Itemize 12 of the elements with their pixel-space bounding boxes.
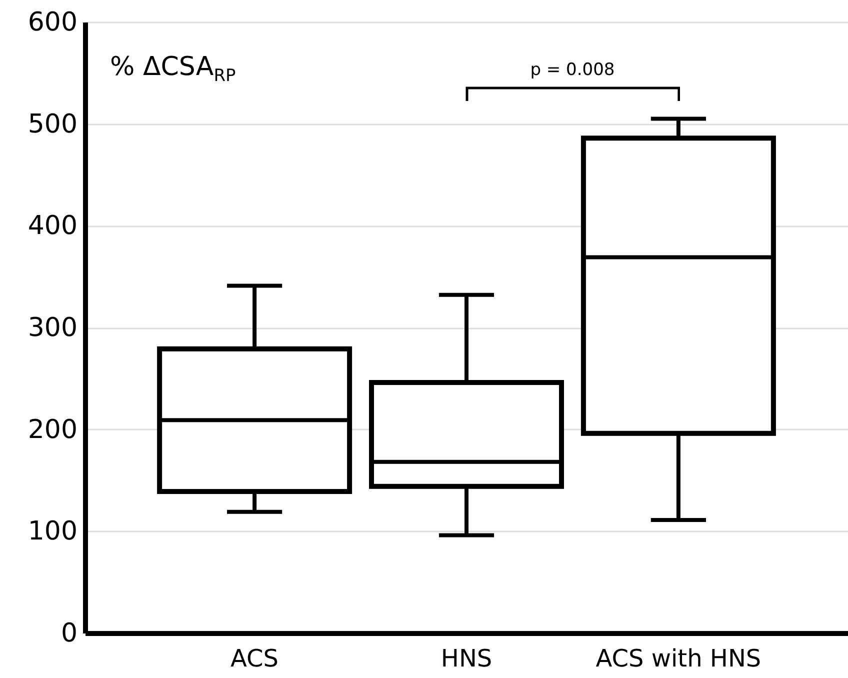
x-tick-label: ACS [230, 644, 279, 672]
annotation: p = 0.008 [530, 60, 615, 80]
y-tick-label: 0 [60, 618, 78, 648]
y-tick-label: 300 [28, 313, 78, 343]
y-tick-label: 400 [28, 211, 78, 242]
y-tick-label: 500 [28, 109, 78, 140]
y-axis-title: % ΔCSA$_{RP}$ [110, 52, 236, 86]
y-tick-label: 200 [28, 414, 78, 445]
y-tick-label: 600 [28, 8, 78, 38]
x-tick-label: HNS [440, 644, 492, 672]
y-tick-label: 100 [28, 516, 78, 547]
x-tick-label: ACS with HNS [596, 644, 762, 672]
